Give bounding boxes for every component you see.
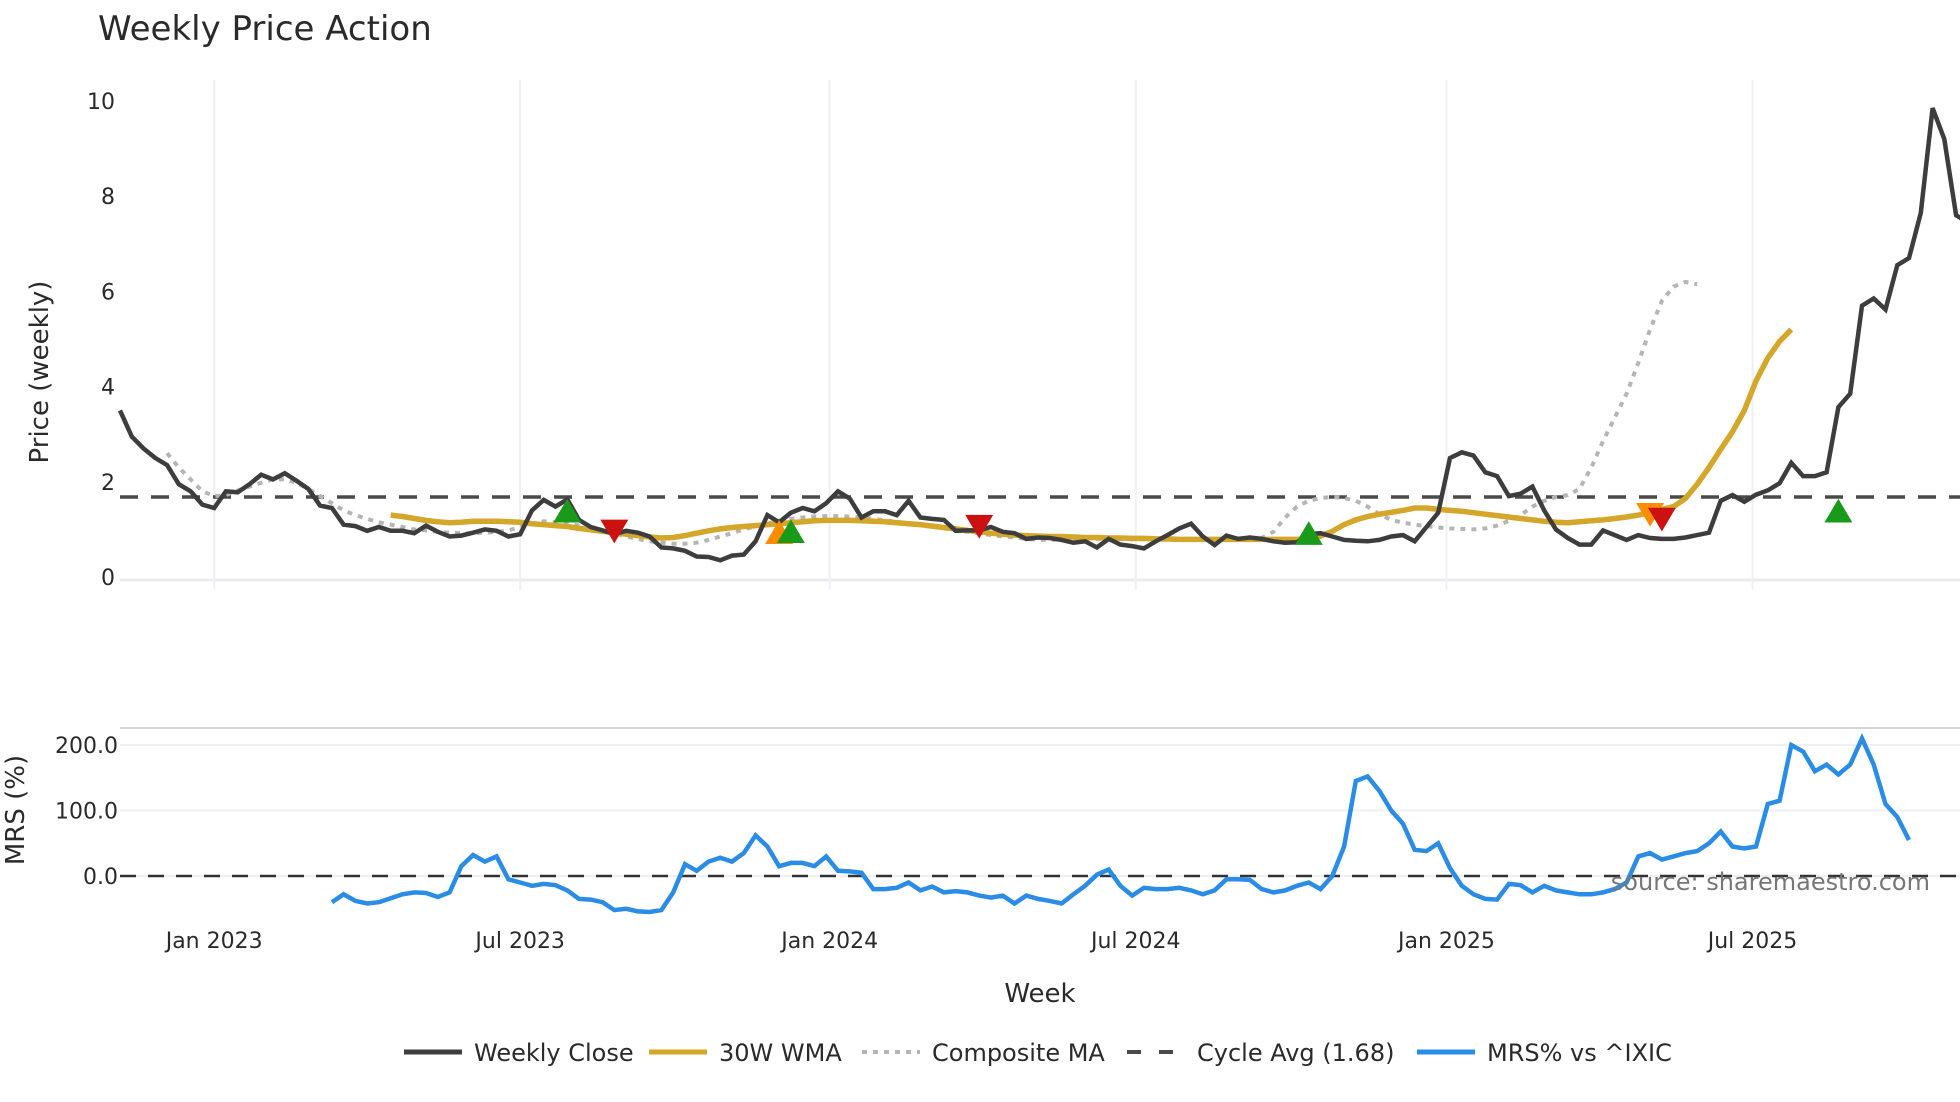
legend-item[interactable]: Composite MA <box>862 1039 1105 1067</box>
legend-item[interactable]: 30W WMA <box>649 1039 842 1067</box>
composite-ma-line <box>165 279 1698 546</box>
mrs-y-tick-label: 0.0 <box>83 865 118 890</box>
price-panel: 0 2 4 6 8 10 Price (weekly) <box>25 80 1960 591</box>
sell-signal-down-icon <box>965 514 994 539</box>
legend-item[interactable]: MRS% vs ^IXIC <box>1417 1039 1672 1067</box>
mrs-gridlines <box>120 744 1960 877</box>
price-y-axis-label: Price (weekly) <box>25 281 55 464</box>
source-label: source: sharemaestro.com <box>1611 868 1930 896</box>
buy-signal-up-icon <box>776 519 805 544</box>
price-y-tick-label: 6 <box>101 280 115 305</box>
legend-label: Composite MA <box>932 1039 1105 1067</box>
price-y-tick-label: 10 <box>87 90 115 115</box>
mrs-y-tick-label: 200.0 <box>55 734 118 759</box>
price-gridlines <box>120 80 1960 590</box>
x-tick-label: Jan 2024 <box>779 929 878 954</box>
legend-label: Weekly Close <box>474 1039 634 1067</box>
legend: Weekly Close 30W WMA Composite MA Cycle Avg… <box>404 1039 1672 1067</box>
price-y-ticks: 0 2 4 6 8 10 <box>87 90 115 591</box>
x-axis-label: Week <box>1004 979 1075 1009</box>
mrs-y-ticks: 0.0 100.0 200.0 <box>55 734 118 890</box>
price-y-tick-label: 8 <box>101 185 115 210</box>
legend-label: Cycle Avg (1.68) <box>1197 1039 1394 1067</box>
buy-signal-up-icon <box>553 498 582 523</box>
price-y-tick-label: 0 <box>101 566 115 591</box>
buy-signal-up-icon <box>1824 498 1853 523</box>
30w-wma-line <box>390 327 1794 543</box>
legend-item[interactable]: Cycle Avg (1.68) <box>1127 1039 1394 1067</box>
mrs-y-axis-label: MRS (%) <box>1 755 31 865</box>
x-tick-label: Jul 2024 <box>1089 929 1181 954</box>
x-tick-label: Jan 2023 <box>164 929 263 954</box>
price-series <box>117 107 1960 563</box>
sell-signal-down-icon <box>600 519 629 544</box>
price-y-tick-label: 4 <box>101 376 115 401</box>
legend-item[interactable]: Weekly Close <box>404 1039 634 1067</box>
mrs-line <box>330 733 1912 915</box>
signal-markers <box>553 498 1853 545</box>
buy-signal-up-icon <box>1294 521 1323 545</box>
mrs-y-tick-label: 100.0 <box>55 800 118 825</box>
sell-signal-down-icon <box>1647 507 1676 532</box>
mrs-panel: 0.0 100.0 200.0 MRS (%) source: sharemaest… <box>1 727 1960 915</box>
x-tick-label: Jan 2025 <box>1396 929 1495 954</box>
legend-label: MRS% vs ^IXIC <box>1487 1039 1672 1067</box>
x-tick-label: Jul 2023 <box>473 929 565 954</box>
chart-title: Weekly Price Action <box>98 9 432 49</box>
x-tick-label: Jul 2025 <box>1706 929 1798 954</box>
weekly-close-line <box>117 107 1960 563</box>
legend-label: 30W WMA <box>719 1039 842 1067</box>
price-y-tick-label: 2 <box>101 471 115 496</box>
x-axis-ticks: Jan 2023 Jul 2023 Jan 2024 Jul 2024 Jan 2025… <box>164 929 1798 954</box>
mrs-series <box>120 733 1960 915</box>
